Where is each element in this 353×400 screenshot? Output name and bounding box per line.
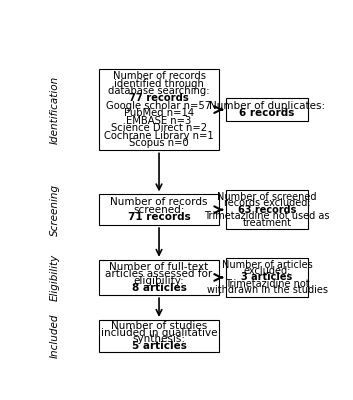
Text: 71 records: 71 records	[128, 212, 190, 222]
Bar	[226, 190, 308, 229]
Text: database searching:: database searching:	[108, 86, 210, 96]
Text: Screening: Screening	[50, 184, 60, 236]
Text: 5 articles: 5 articles	[132, 341, 186, 351]
Text: screened:: screened:	[133, 205, 185, 215]
Text: EMBASE n=3: EMBASE n=3	[126, 116, 192, 126]
Text: Trimetazidine not: Trimetazidine not	[225, 279, 309, 289]
Text: Number of studies: Number of studies	[111, 321, 207, 331]
Bar	[226, 258, 308, 297]
Bar	[99, 194, 219, 225]
Text: excluded:: excluded:	[244, 266, 291, 276]
Text: PubMed n=14: PubMed n=14	[124, 108, 194, 118]
Text: records excluded:: records excluded:	[224, 198, 310, 208]
Text: Cochrane Library n=1: Cochrane Library n=1	[104, 130, 214, 140]
Text: Identification: Identification	[50, 76, 60, 144]
Text: Number of records: Number of records	[113, 71, 205, 81]
Text: included in qualitative: included in qualitative	[101, 328, 217, 338]
Text: Trimetazidine not used as: Trimetazidine not used as	[204, 211, 330, 221]
Text: Included: Included	[50, 314, 60, 358]
Text: synthesis:: synthesis:	[132, 334, 186, 344]
Text: 8 articles: 8 articles	[132, 283, 186, 293]
Text: Eligibility: Eligibility	[50, 254, 60, 301]
Text: Number of full-text: Number of full-text	[109, 262, 209, 272]
Text: Science Direct n=2: Science Direct n=2	[111, 123, 207, 133]
Text: withdrawn in the studies: withdrawn in the studies	[207, 285, 328, 295]
Bar	[99, 260, 219, 295]
Text: 63 records: 63 records	[238, 205, 296, 215]
Text: eligibility:: eligibility:	[134, 276, 184, 286]
Text: Scopus n=0: Scopus n=0	[129, 138, 189, 148]
Text: Number of articles: Number of articles	[222, 260, 312, 270]
Text: Number of records: Number of records	[110, 197, 208, 207]
Bar	[226, 98, 308, 121]
Text: Number of screened: Number of screened	[217, 192, 317, 202]
Text: 77 records: 77 records	[129, 94, 189, 104]
Text: identified through: identified through	[114, 79, 204, 89]
Text: Google scholar n=57: Google scholar n=57	[107, 101, 211, 111]
Bar	[99, 69, 219, 150]
Bar	[99, 320, 219, 352]
Text: 6 records: 6 records	[239, 108, 295, 118]
Text: 3 articles: 3 articles	[241, 272, 293, 282]
Text: articles assessed for: articles assessed for	[106, 269, 213, 279]
Text: treatment: treatment	[243, 218, 292, 228]
Text: Number of duplicates:: Number of duplicates:	[209, 101, 325, 111]
